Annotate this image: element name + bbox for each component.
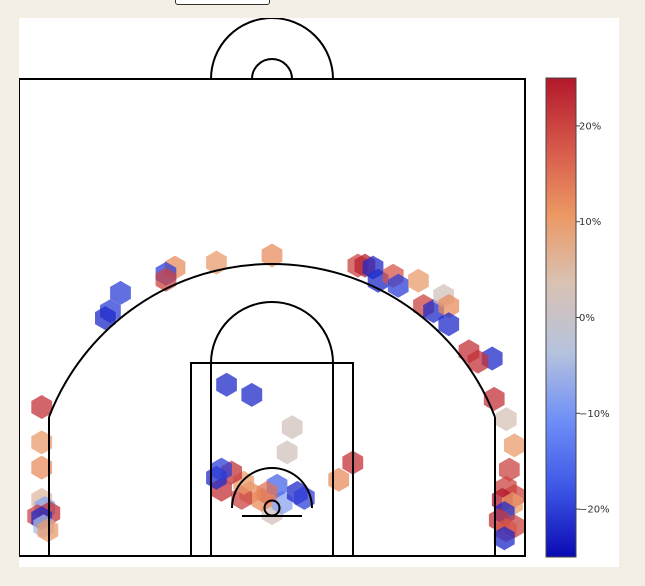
chart-panel: 20% 10% 0% −10% −20% — [19, 18, 619, 567]
colorbar-tick-label-0: 20% — [579, 121, 601, 132]
hexbin-14 — [277, 440, 298, 464]
colorbar-tick-label-4: −20% — [579, 505, 610, 516]
center-circle-outer — [211, 18, 333, 79]
shot-chart: 20% 10% 0% −10% −20% — [19, 18, 619, 567]
hexbin-45 — [504, 433, 525, 457]
colorbar-bar — [546, 78, 576, 557]
hexbin-34 — [408, 269, 429, 293]
hexbin-layer — [27, 244, 525, 551]
hexbin-17 — [328, 468, 349, 492]
hexbin-18 — [216, 373, 237, 397]
free-throw-circle-top — [211, 302, 333, 363]
colorbar: 20% 10% 0% −10% −20% — [546, 78, 610, 557]
colorbar-tick-label-1: 10% — [579, 217, 601, 228]
hexbin-15 — [282, 415, 303, 439]
hexbin-44 — [496, 407, 517, 431]
center-circle-inner — [252, 59, 292, 79]
outer-paint — [191, 363, 353, 556]
colorbar-tick-label-3: −10% — [579, 409, 610, 420]
toolbar-button[interactable] — [175, 0, 270, 5]
court-lines — [19, 18, 525, 556]
colorbar-ticks: 20% 10% 0% −10% −20% — [576, 121, 610, 515]
hexbin-19 — [241, 383, 262, 407]
colorbar-tick-label-2: 0% — [579, 313, 595, 324]
